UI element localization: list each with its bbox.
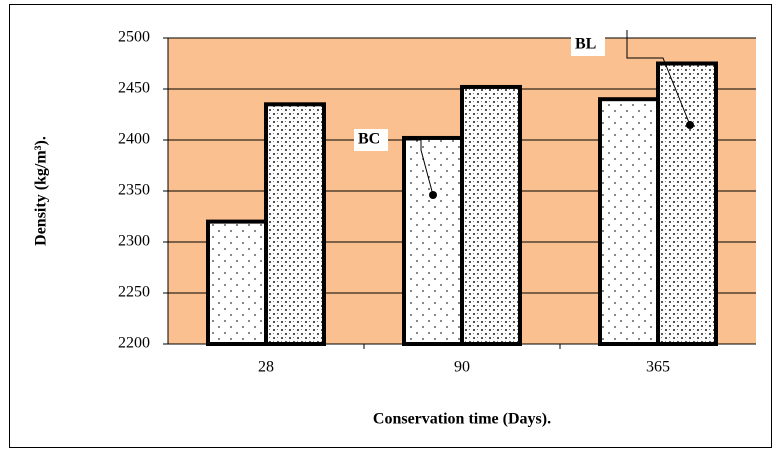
- leader-dot: [429, 191, 437, 199]
- bar: [460, 84, 522, 347]
- leader-line: [405, 139, 434, 196]
- bar: [656, 61, 718, 346]
- x-tick-label: 90: [454, 359, 470, 376]
- x-tick-label: 28: [258, 359, 274, 376]
- label-bg: [354, 129, 388, 151]
- y-axis-label: Density (kg/m³).: [33, 136, 50, 246]
- bar: [264, 102, 326, 346]
- x-tick-label: 365: [646, 359, 670, 376]
- label-bg: [571, 34, 605, 56]
- y-tick-label: 2450: [118, 80, 150, 97]
- y-tick-label: 2200: [118, 335, 150, 352]
- y-tick-label: 2300: [118, 233, 150, 250]
- series-label: BL: [575, 36, 596, 53]
- bar: [402, 135, 464, 346]
- series-label: BC: [358, 131, 380, 148]
- y-tick-label: 2350: [118, 182, 150, 199]
- bar: [598, 97, 660, 346]
- y-tick-label: 2400: [118, 131, 150, 148]
- y-tick-label: 2250: [118, 284, 150, 301]
- bar: [206, 219, 268, 347]
- y-tick-label: 2500: [118, 29, 150, 46]
- leader-line: [626, 30, 691, 126]
- x-axis-label: Conservation time (Days).: [373, 411, 551, 428]
- leader-dot: [686, 121, 694, 129]
